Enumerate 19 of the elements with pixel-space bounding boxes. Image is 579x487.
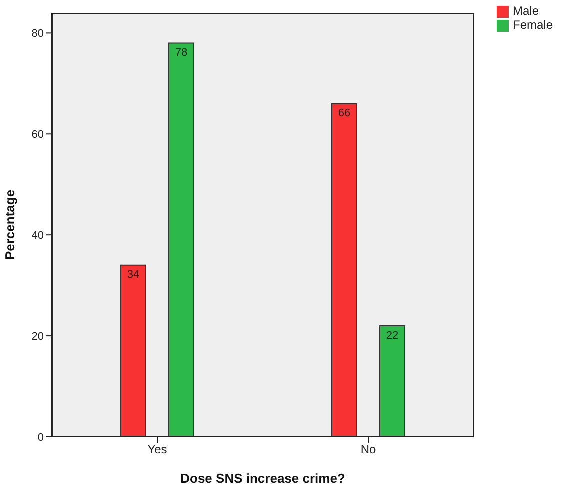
y-tick-label: 40 <box>32 230 44 242</box>
bar <box>332 103 358 437</box>
bar <box>380 325 406 437</box>
legend-label: Female <box>513 18 554 32</box>
y-axis-title: Percentage <box>2 190 18 260</box>
x-tick-label: Yes <box>148 442 168 457</box>
y-tick-label: 20 <box>32 330 44 343</box>
x-axis-title: Dose SNS increase crime? <box>180 471 346 486</box>
legend-label: Male <box>513 4 540 18</box>
bar <box>120 264 146 437</box>
data-label: 22 <box>386 330 399 342</box>
y-tick-label: 0 <box>38 432 44 444</box>
x-tick-label: No <box>360 442 376 457</box>
y-tick-label: 80 <box>32 28 44 40</box>
bar <box>168 42 194 437</box>
data-label: 34 <box>127 269 140 282</box>
y-tick-label: 60 <box>32 129 44 142</box>
data-label: 78 <box>175 47 188 60</box>
data-label: 66 <box>338 108 351 120</box>
